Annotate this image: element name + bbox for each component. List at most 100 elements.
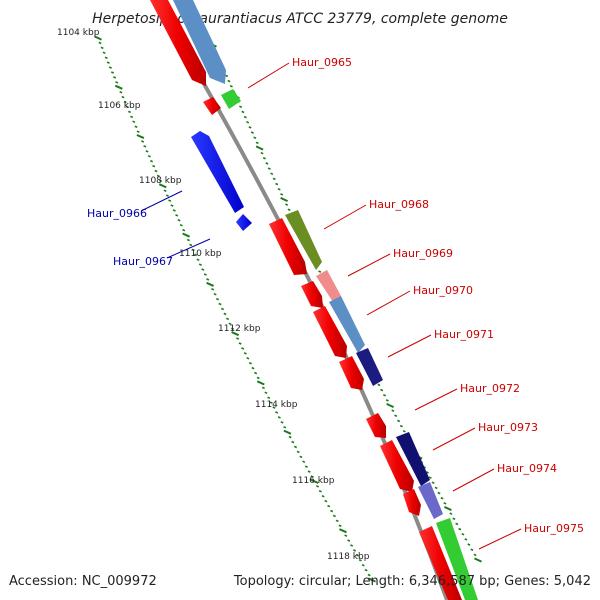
gene-label-haur0971[interactable]: Haur_0971 bbox=[434, 328, 494, 341]
scale-tick-minor bbox=[352, 549, 357, 552]
scale-tick-minor bbox=[98, 41, 102, 45]
gene-arrow-haur0968-olive[interactable] bbox=[285, 210, 322, 270]
scale-tick-minor bbox=[201, 268, 205, 271]
scale-label-1112: 1112 kbp bbox=[218, 324, 261, 334]
scale-tick-minor bbox=[110, 71, 115, 74]
scale-tick-minor bbox=[260, 151, 264, 155]
scale-tick-minor bbox=[165, 194, 169, 197]
scale-tick-minor bbox=[380, 388, 384, 392]
scale-tick-minor bbox=[443, 502, 447, 505]
scale-tick-minor bbox=[256, 376, 260, 380]
gene-arrow-haur0967[interactable] bbox=[236, 214, 252, 231]
topology-summary: Topology: circular; Length: 6,346,587 bp… bbox=[233, 574, 591, 589]
scale-tick-minor bbox=[223, 312, 227, 316]
scale-tick-minor bbox=[452, 517, 456, 521]
gene-arrow-haur0965-red[interactable] bbox=[203, 97, 221, 115]
scale-label-1118: 1118 kbp bbox=[327, 552, 370, 562]
scale-tick-minor bbox=[280, 193, 284, 196]
gene-label-haur0967[interactable]: Haur_0967 bbox=[113, 255, 173, 268]
scale-tick-minor bbox=[437, 491, 441, 495]
gene-arrow-haur0970-steelblue[interactable] bbox=[329, 296, 365, 353]
gene-label-haur0970[interactable]: Haur_0970 bbox=[413, 284, 473, 297]
gene-arrow-haur0971-navy[interactable] bbox=[356, 348, 383, 386]
gene-arrow-haur0971-red[interactable] bbox=[339, 356, 364, 390]
gene-label-haur0969[interactable]: Haur_0969 bbox=[393, 247, 453, 260]
scale-tick-minor bbox=[470, 548, 474, 551]
gene-arrow-haur0970-red[interactable] bbox=[313, 306, 347, 358]
gene-arrow-haur0973-red[interactable] bbox=[380, 440, 414, 492]
scale-tick-minor bbox=[156, 174, 160, 178]
scale-tick-minor bbox=[228, 322, 232, 326]
gene-label-haur0973[interactable]: Haur_0973 bbox=[478, 421, 538, 434]
gene-arrow-top-steelblue[interactable] bbox=[173, 0, 226, 84]
scale-tick-minor bbox=[304, 465, 308, 468]
gene-arrow-haur0975-green[interactable] bbox=[436, 518, 478, 600]
scale-tick-minor bbox=[288, 435, 292, 439]
scale-tick-minor bbox=[473, 553, 477, 557]
scale-tick-minor bbox=[130, 115, 134, 119]
scale-tick-major bbox=[280, 196, 289, 203]
scale-tick-minor bbox=[248, 126, 252, 129]
accession-label: Accession: NC_009972 bbox=[9, 574, 157, 589]
scale-tick-minor bbox=[324, 499, 328, 503]
scale-tick-minor bbox=[267, 396, 271, 399]
scale-tick-major bbox=[443, 505, 452, 512]
gene-arrow-haur0968-red[interactable] bbox=[269, 218, 307, 275]
scale-tick-minor bbox=[250, 131, 254, 134]
scale-tick-minor bbox=[102, 51, 106, 55]
scale-labels: 1104 kbp 1106 kbp 1108 kbp 1110 kbp 1112… bbox=[57, 28, 370, 562]
scale-tick-minor bbox=[248, 361, 252, 365]
gene-label-haur0972[interactable]: Haur_0972 bbox=[460, 382, 520, 395]
leader-haur0970 bbox=[366, 290, 411, 316]
scale-tick-minor bbox=[246, 356, 250, 360]
gene-label-haur0965[interactable]: Haur_0965 bbox=[292, 56, 352, 69]
scale-ticks bbox=[94, 35, 482, 583]
gene-label-haur0975[interactable]: Haur_0975 bbox=[524, 522, 584, 535]
scale-tick-minor bbox=[264, 391, 268, 395]
gene-arrow-haur0966[interactable] bbox=[191, 131, 244, 213]
scale-tick-minor bbox=[394, 414, 398, 418]
scale-tick-minor bbox=[254, 371, 258, 375]
gene-label-haur0966[interactable]: Haur_0966 bbox=[87, 207, 147, 220]
scale-tick-minor bbox=[364, 568, 368, 572]
scale-tick-minor bbox=[434, 486, 438, 490]
gene-arrow-haur0972-red[interactable] bbox=[366, 413, 386, 438]
scale-tick-major bbox=[114, 84, 123, 90]
gene-arrow-top-red[interactable] bbox=[150, 0, 206, 86]
scale-tick-minor bbox=[355, 554, 359, 557]
scale-tick-minor bbox=[134, 125, 138, 128]
scale-tick-minor bbox=[170, 204, 174, 207]
scale-tick-minor bbox=[143, 145, 147, 148]
scale-tick-minor bbox=[108, 66, 112, 69]
scale-tick-minor bbox=[218, 302, 222, 306]
scale-tick-major bbox=[136, 134, 145, 140]
gene-label-haur0974[interactable]: Haur_0974 bbox=[497, 462, 557, 475]
scale-tick-minor bbox=[123, 100, 127, 104]
gene-arrow-haur0974-red[interactable] bbox=[403, 489, 421, 516]
scale-tick-minor bbox=[270, 172, 274, 176]
scale-tick-minor bbox=[145, 150, 149, 153]
scale-tick-minor bbox=[361, 563, 365, 567]
scale-tick-minor bbox=[262, 157, 266, 160]
scale-tick-minor bbox=[136, 130, 140, 133]
scale-tick-minor bbox=[119, 90, 123, 94]
gene-arrow-haur0973-navy[interactable] bbox=[396, 432, 430, 486]
gene-arrow-haur0969-pink[interactable] bbox=[316, 270, 341, 305]
gene-label-haur0968[interactable]: Haur_0968 bbox=[369, 198, 429, 211]
scale-tick-minor bbox=[283, 425, 287, 429]
scale-tick-minor bbox=[172, 209, 176, 212]
scale-tick-minor bbox=[115, 81, 119, 84]
scale-tick-minor bbox=[307, 470, 311, 473]
scale-tick-minor bbox=[206, 278, 210, 281]
scale-tick-minor bbox=[382, 393, 387, 397]
gene-arrow-haur0974-purple[interactable] bbox=[418, 482, 443, 519]
gene-arrow-haur0969-red[interactable] bbox=[301, 281, 323, 308]
scale-tick-minor bbox=[149, 159, 154, 163]
scale-tick-minor bbox=[239, 105, 243, 109]
scale-tick-minor bbox=[310, 475, 314, 478]
scale-tick-minor bbox=[104, 56, 108, 59]
scale-tick-minor bbox=[127, 110, 132, 114]
gene-arrow-haur0975-red[interactable] bbox=[419, 526, 462, 600]
scale-tick-minor bbox=[321, 494, 325, 498]
gene-arrow-haur0965-green[interactable] bbox=[221, 89, 241, 109]
